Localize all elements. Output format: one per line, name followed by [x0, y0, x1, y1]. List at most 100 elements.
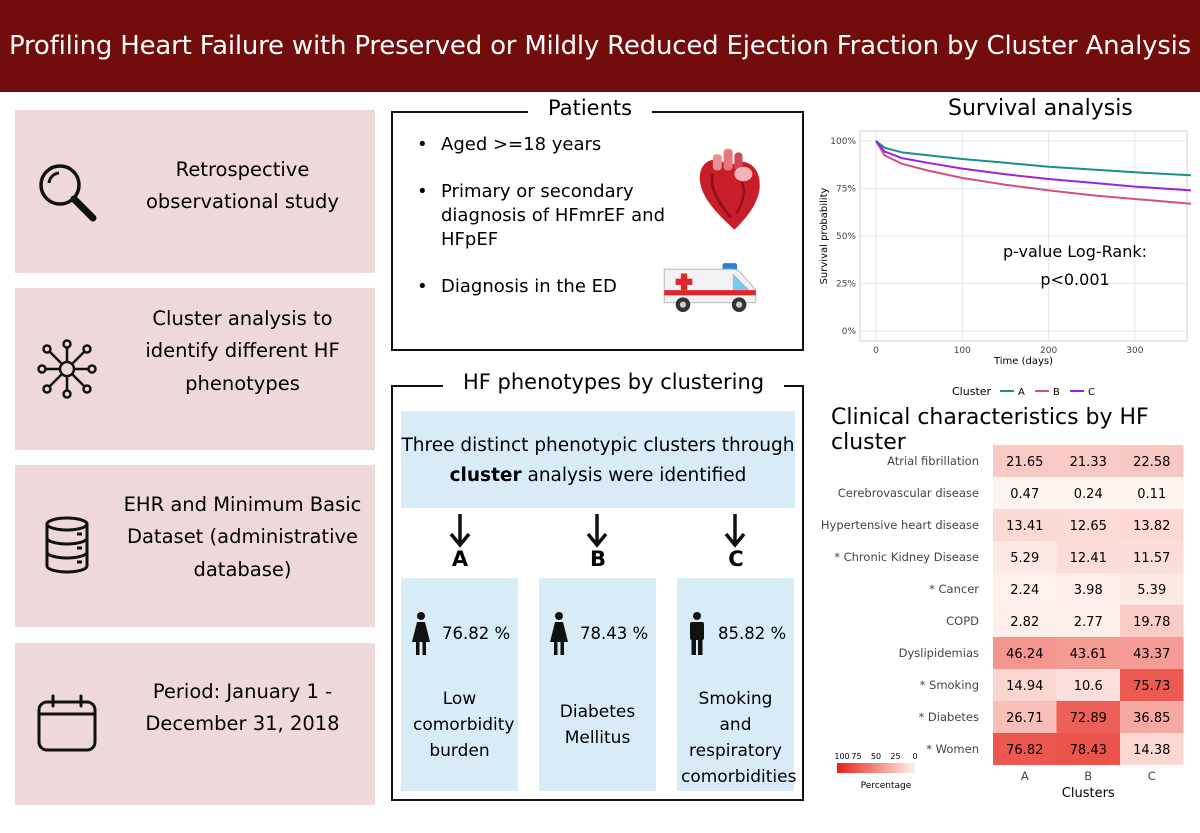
legend-tick: 75: [851, 752, 861, 761]
legend-swatch: [899, 763, 904, 773]
heatmap-cell: [1120, 477, 1184, 509]
row-label: Atrial fibrillation: [887, 454, 979, 468]
heatmap-cell: [1120, 445, 1184, 477]
title-banner: Profiling Heart Failure with Preserved o…: [0, 0, 1200, 92]
cluster-b-description: Diabetes Mellitus: [559, 702, 636, 748]
patients-box: Patients Aged >=18 years Primary or seco…: [391, 96, 804, 351]
legend-swatch: [887, 763, 893, 773]
heatmap-cell: [1056, 637, 1120, 669]
heatmap-value: 43.61: [1070, 647, 1107, 662]
heatmap-cell: [1120, 701, 1184, 733]
column-label: A: [1021, 769, 1029, 783]
heatmap-value: 78.43: [1070, 743, 1107, 758]
heatmap-value: 2.77: [1074, 615, 1103, 630]
legend-swatch: [868, 763, 873, 773]
row-label: Dyslipidemias: [899, 646, 979, 660]
cluster-c-description: Smoking and respiratory comorbidities: [681, 689, 797, 787]
heatmap-title: Clinical characteristics by HF cluster: [831, 405, 1149, 455]
legend-tick: 100: [834, 752, 849, 761]
heatmap-value: 21.65: [1006, 455, 1043, 470]
legend-tick: 0: [912, 752, 917, 761]
legend-label-C: C: [1088, 387, 1095, 398]
legend-swatch: [907, 763, 912, 773]
heatmap-cell: [1056, 541, 1120, 573]
cluster-c-men-percent: 85.82 %: [718, 624, 787, 643]
x-tick-label: 0: [873, 346, 879, 356]
heatmap-value: 76.82: [1006, 743, 1043, 758]
female-icon: [550, 612, 568, 655]
heatmap-value: 36.85: [1133, 711, 1170, 726]
column-label: B: [1084, 769, 1092, 783]
heatmap-cell: [1120, 637, 1184, 669]
arrow-down-icon: [724, 514, 746, 548]
cluster-b-women-percent: 78.43 %: [580, 624, 649, 643]
heatmap-value: 10.6: [1074, 679, 1103, 694]
heatmap-cell: [1120, 605, 1184, 637]
heatmap-value: 0.24: [1074, 487, 1103, 502]
heatmap-cell: [993, 733, 1057, 765]
heatmap-value: 0.47: [1010, 487, 1039, 502]
row-label: * Diabetes: [919, 710, 979, 724]
intro-text-bold: cluster: [449, 465, 522, 486]
heatmap-value: 13.41: [1006, 519, 1043, 534]
legend-swatch: [903, 763, 908, 773]
heatmap-cell: [993, 637, 1057, 669]
y-tick-label: 50%: [836, 232, 856, 242]
arrow-down-icon: [449, 514, 471, 548]
x-tick-label: 200: [1040, 346, 1057, 356]
heatmap-cell: [993, 573, 1057, 605]
legend-swatch: [879, 763, 885, 773]
heatmap-cell: [1056, 445, 1120, 477]
criterion-age: Aged >=18 years: [415, 133, 665, 157]
heatmap-cell: [1120, 733, 1184, 765]
heatmap-value: 19.78: [1133, 615, 1170, 630]
logrank-pvalue: p<0.001: [1040, 270, 1109, 289]
heatmap-value: 2.24: [1010, 583, 1039, 598]
row-label: Cerebrovascular disease: [838, 486, 979, 500]
heatmap-value: 46.24: [1006, 647, 1043, 662]
inclusion-criteria-list: Aged >=18 years Primary or secondary dia…: [415, 133, 665, 322]
row-label: Hypertensive heart disease: [821, 518, 979, 532]
cluster-method-card: Cluster analysis to identify different H…: [15, 288, 375, 450]
heatmap-cell: [993, 445, 1057, 477]
heatmap-value: 3.98: [1074, 583, 1103, 598]
legend-swatch: [883, 763, 889, 773]
heatmap-value: 12.65: [1070, 519, 1107, 534]
heatmap-cell: [993, 701, 1057, 733]
criterion-ed: Diagnosis in the ED: [415, 275, 665, 299]
heatmap-value: 14.38: [1133, 743, 1170, 758]
legend-swatch: [848, 763, 854, 773]
x-tick-label: 100: [954, 346, 971, 356]
heatmap-cell: [1120, 541, 1184, 573]
legend-label-B: B: [1053, 387, 1060, 398]
heatmap-value: 75.73: [1133, 679, 1170, 694]
row-label: * Chronic Kidney Disease: [834, 550, 979, 564]
row-label: * Smoking: [920, 678, 979, 692]
heatmap-cell: [1120, 509, 1184, 541]
heatmap-cell: [993, 541, 1057, 573]
heatmap-value: 0.11: [1137, 487, 1166, 502]
cluster-method-text: Cluster analysis to identify different H…: [145, 307, 340, 395]
y-axis-label: Survival probability: [819, 187, 830, 284]
survival-line-C: [875, 140, 1192, 192]
legend-swatch: [891, 763, 896, 773]
y-tick-label: 0%: [842, 327, 857, 337]
heatmap-value: 12.41: [1070, 551, 1107, 566]
heatmap-cell: [993, 509, 1057, 541]
heatmap-cell: [1056, 509, 1120, 541]
y-tick-label: 75%: [836, 185, 856, 195]
legend-swatch: [860, 763, 865, 773]
male-icon: [690, 612, 704, 655]
x-tick-label: 300: [1126, 346, 1143, 356]
legend-swatch: [837, 763, 842, 773]
female-icon: [412, 612, 430, 655]
row-label: COPD: [946, 614, 979, 628]
heart-icon: [699, 148, 760, 230]
magnifier-icon: [39, 163, 97, 221]
heatmap-cell: [1056, 669, 1120, 701]
heatmap-cell: [1120, 669, 1184, 701]
heatmap-cell: [1056, 701, 1120, 733]
heatmap-cell: [1120, 573, 1184, 605]
legend-title: Percentage: [861, 781, 912, 791]
legend-label-A: A: [1018, 387, 1025, 398]
